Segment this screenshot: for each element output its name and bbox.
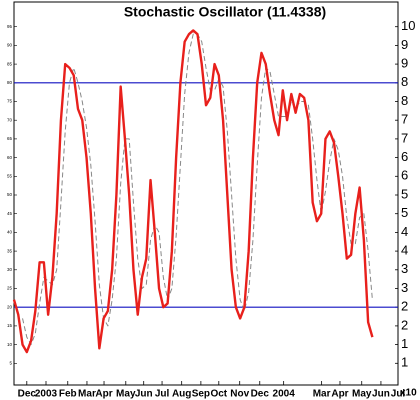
x-tick-label: Nov [230, 389, 249, 400]
x-tick-label: Dec [18, 389, 37, 400]
x-tick-label: Apr [331, 389, 348, 400]
y-tick-label: 55 [7, 173, 13, 178]
y-tick-label: 10 [7, 342, 13, 347]
y2-tick-label: 7 [401, 112, 408, 127]
x-tick-label: 2004 [273, 389, 296, 400]
x-tick-label: May [352, 389, 372, 400]
x-tick-label: Feb [59, 389, 77, 400]
y-tick-label: 85 [7, 61, 13, 66]
x-tick-label: Jun [135, 389, 153, 400]
y2-tick-label: 3 [401, 280, 408, 295]
y-tick-label: 50 [7, 192, 13, 197]
y2-tick-label: 5 [401, 205, 408, 220]
y-tick-label: 80 [7, 80, 13, 85]
y-tick-label: 45 [7, 211, 13, 216]
y-tick-label: 20 [7, 304, 13, 309]
series-line [12, 29, 374, 354]
y-tick-label: 15 [7, 323, 13, 328]
y-tick-label: 5 [9, 360, 12, 365]
x-tick-label: Mar [78, 389, 96, 400]
y2-tick-label: 1 [401, 336, 408, 351]
y2-tick-label: 2 [401, 299, 408, 314]
y2-tick-label: 9 [401, 56, 408, 71]
x-tick-label: May [116, 389, 136, 400]
x-tick-label: Sep [192, 389, 210, 400]
y2-tick-label: 8 [401, 74, 408, 89]
x-tick-label: Mar [313, 389, 331, 400]
y2-tick-label: 1 [401, 355, 408, 370]
y2-scale-label: x10 [400, 388, 417, 399]
chart-title: Stochastic Oscillator (11.4338) [124, 4, 326, 20]
y-tick-label: 65 [7, 136, 13, 141]
x-tick-label: Apr [95, 389, 112, 400]
y2-tick-label: 8 [401, 93, 408, 108]
y-tick-label: 30 [7, 267, 13, 272]
x-tick-label: 2003 [35, 389, 58, 400]
y2-tick-label: 4 [401, 224, 408, 239]
x-tick-label: Jul [391, 389, 406, 400]
y2-tick-label: 7 [401, 130, 408, 145]
y2-tick-label: 2 [401, 317, 408, 332]
y-tick-label: 60 [7, 155, 13, 160]
y-tick-label: 40 [7, 230, 13, 235]
y2-tick-label: 6 [401, 168, 408, 183]
y2-tick-label: 9 [401, 37, 408, 52]
x-tick-label: Oct [210, 389, 227, 400]
x-tick-label: Aug [172, 389, 191, 400]
y2-tick-label: 5 [401, 186, 408, 201]
y2-tick-label: 4 [401, 243, 408, 258]
y2-tick-label: 6 [401, 149, 408, 164]
x-tick-label: Jun [372, 389, 390, 400]
y-tick-label: 90 [7, 43, 13, 48]
y-tick-label: 25 [7, 286, 13, 291]
y-tick-label: 35 [7, 248, 13, 253]
y-tick-label: 75 [7, 99, 13, 104]
y-tick-label: 70 [7, 117, 13, 122]
y2-tick-label: 10 [401, 18, 415, 33]
y2-tick-label: 3 [401, 261, 408, 276]
y-tick-label: 95 [7, 24, 13, 29]
x-tick-label: Dec [251, 389, 270, 400]
x-tick-label: Jul [155, 389, 170, 400]
